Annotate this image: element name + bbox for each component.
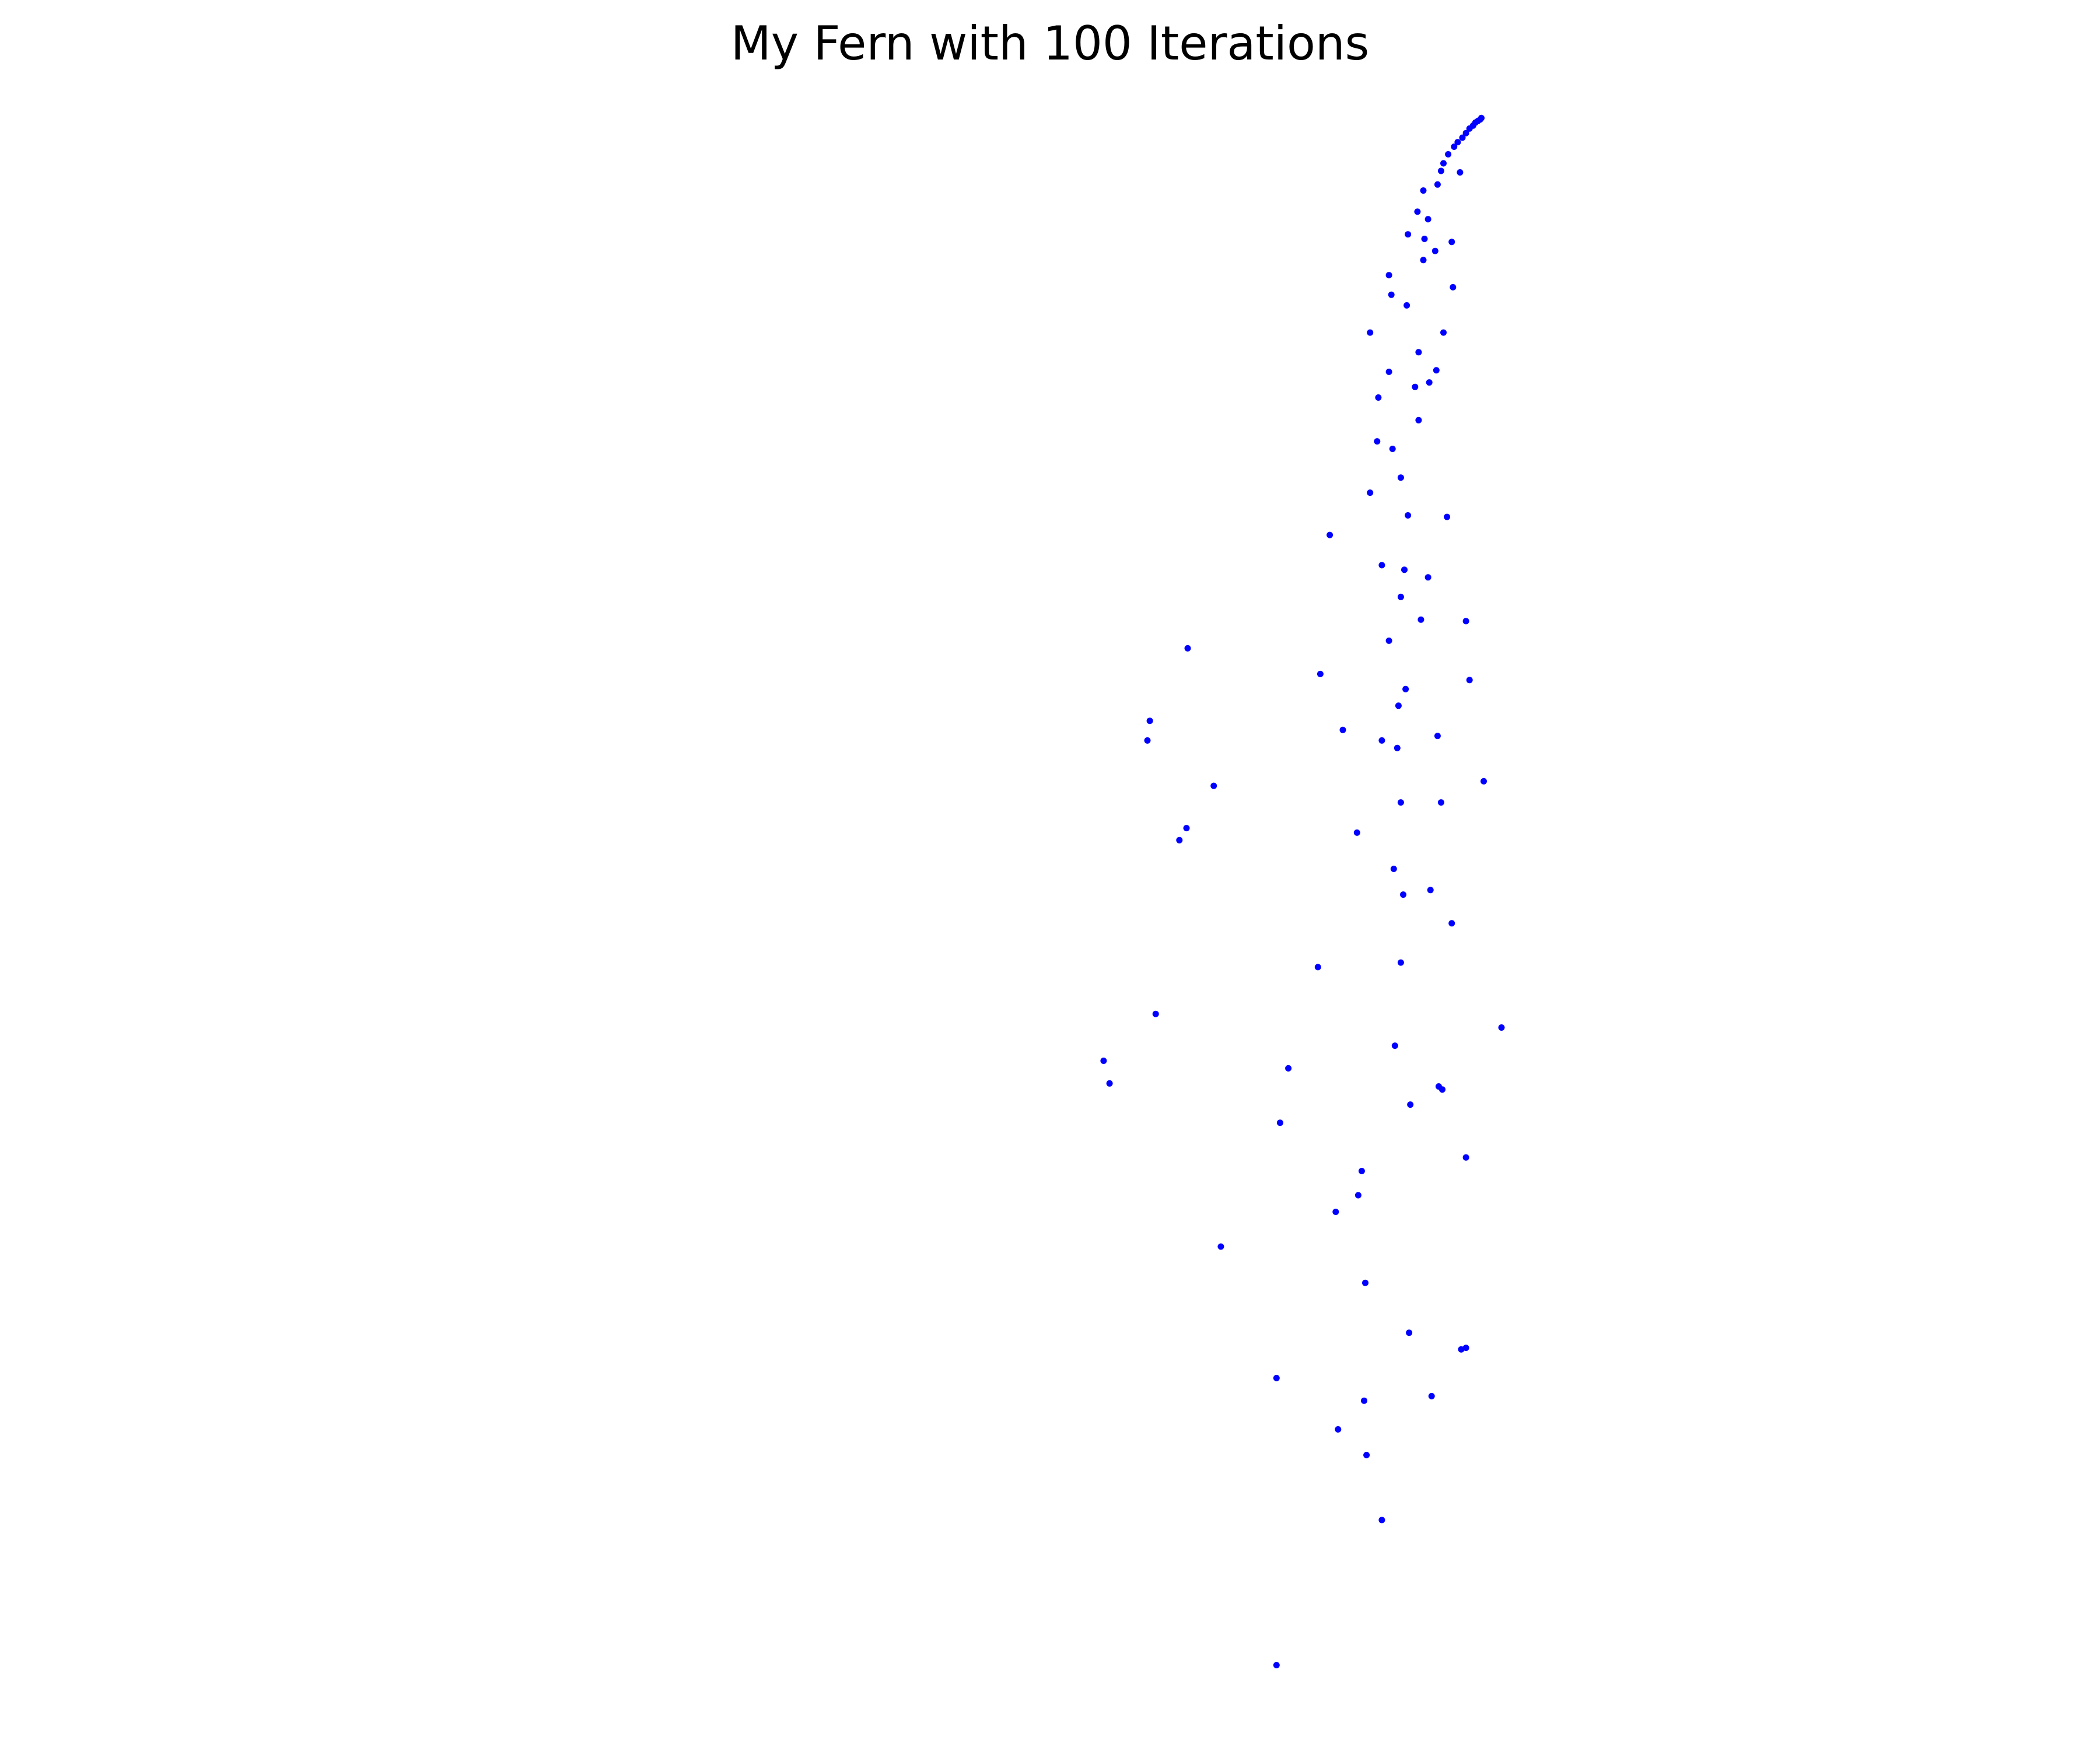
data-point-64 [1375,394,1382,401]
data-point-32 [1183,825,1190,832]
data-point-17 [1407,1101,1414,1108]
data-point-38 [1394,744,1401,751]
data-point-23 [1314,964,1321,971]
data-point-72 [1424,216,1432,223]
data-point-21 [1498,1024,1505,1031]
data-point-28 [1100,1058,1107,1064]
scatter-points [1100,114,1505,1668]
data-point-63 [1426,379,1433,386]
data-point-55 [1444,513,1451,520]
data-point-59 [1389,446,1396,452]
data-point-89 [1457,169,1464,176]
data-point-45 [1144,737,1151,744]
data-point-96 [1415,416,1422,424]
data-point-40 [1395,702,1402,709]
data-point-49 [1176,836,1183,844]
data-point-95 [1433,367,1440,374]
data-point-81 [1459,134,1466,141]
data-point-34 [1437,799,1444,806]
data-point-56 [1405,512,1412,519]
data-point-94 [1415,349,1422,356]
data-point-33 [1390,866,1397,872]
data-point-6 [1428,1392,1435,1399]
data-point-46 [1146,718,1153,724]
data-point-61 [1385,368,1392,375]
data-point-92 [1450,284,1457,290]
data-point-93 [1440,329,1447,336]
data-point-19 [1435,1083,1442,1090]
data-point-10 [1362,1279,1368,1286]
data-point-26 [1400,891,1406,898]
data-point-1 [1378,1517,1385,1524]
data-point-11 [1217,1243,1224,1250]
data-point-36 [1480,778,1487,785]
data-point-27 [1106,1080,1113,1087]
data-point-70 [1421,236,1428,242]
data-point-12 [1332,1209,1339,1215]
data-point-65 [1367,329,1374,336]
data-point-53 [1326,531,1334,538]
data-point-62 [1412,383,1419,390]
data-point-4 [1361,1397,1367,1404]
data-point-58 [1397,474,1404,481]
data-point-3 [1335,1426,1342,1433]
data-point-13 [1354,1192,1362,1199]
data-point-78 [1445,151,1452,158]
data-point-42 [1317,670,1324,677]
data-point-67 [1404,302,1410,309]
data-point-25 [1448,920,1455,927]
data-point-66 [1388,291,1395,298]
data-point-90 [1448,239,1455,246]
data-point-57 [1367,489,1374,496]
data-point-48 [1184,645,1191,652]
data-point-50 [1385,637,1392,644]
data-point-97 [1378,562,1385,569]
data-point-16 [1276,1119,1283,1126]
data-point-5 [1273,1374,1280,1381]
data-point-0 [1273,1662,1280,1668]
data-point-91 [1432,247,1438,254]
data-point-88 [1478,114,1485,121]
data-point-99 [1466,677,1473,684]
data-point-79 [1451,144,1458,150]
data-point-35 [1397,799,1404,806]
data-point-47 [1210,782,1217,789]
data-point-73 [1414,208,1421,215]
data-point-52 [1397,593,1404,600]
data-point-37 [1339,726,1346,733]
data-point-2 [1363,1451,1370,1458]
chart-title: My Fern with 100 Iterations [730,16,1370,71]
data-point-41 [1402,685,1409,692]
data-point-44 [1378,737,1385,744]
data-point-71 [1405,231,1412,238]
data-point-68 [1385,272,1392,279]
data-point-98 [1401,566,1408,573]
data-point-31 [1353,829,1360,836]
data-point-39 [1434,733,1441,740]
data-point-15 [1462,1154,1469,1161]
data-point-77 [1440,160,1447,167]
data-point-74 [1420,187,1427,194]
data-point-82 [1462,130,1469,136]
data-point-29 [1285,1065,1292,1072]
data-point-69 [1420,257,1427,264]
data-point-22 [1152,1010,1159,1017]
data-point-8 [1462,1345,1469,1352]
data-point-54 [1424,574,1432,581]
data-point-14 [1358,1168,1365,1174]
data-point-80 [1454,139,1461,146]
data-point-51 [1418,616,1424,623]
data-point-76 [1437,167,1444,174]
data-point-30 [1427,887,1434,894]
data-point-75 [1434,181,1441,188]
data-point-9 [1406,1329,1413,1336]
data-point-60 [1374,438,1381,445]
data-point-20 [1391,1042,1398,1049]
data-point-24 [1397,959,1404,966]
data-point-43 [1462,618,1469,625]
